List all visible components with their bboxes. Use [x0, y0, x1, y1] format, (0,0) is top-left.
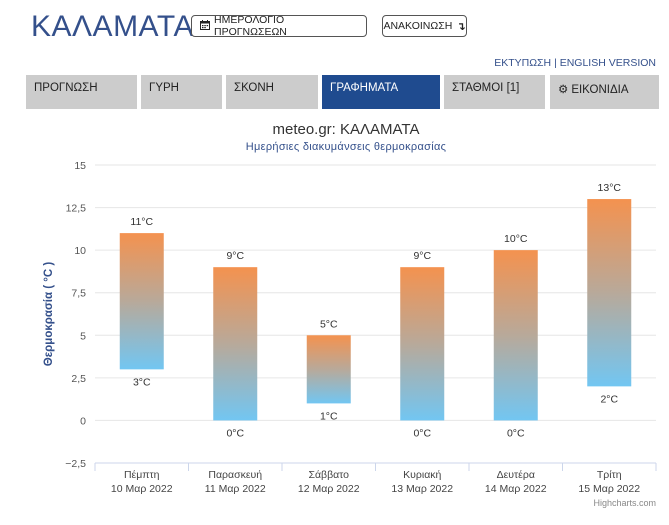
arrow-down-icon: ↴	[456, 20, 466, 33]
announcement-label: ΑΝΑΚΟΙΝΩΣΗ	[383, 20, 453, 32]
x-tick-label-date: 12 Μαρ 2022	[298, 483, 360, 495]
chart-subtitle: Ημερήσιες διακυμάνσεις θερμοκρασίας	[246, 141, 446, 153]
x-tick-label-date: 11 Μαρ 2022	[205, 483, 266, 495]
x-tick-label-day: Τρίτη	[597, 469, 622, 481]
link-separator: |	[554, 57, 557, 69]
calendar-icon	[200, 19, 210, 33]
y-tick-label: 2,5	[71, 373, 86, 385]
english-version-link[interactable]: ENGLISH VERSION	[559, 57, 656, 69]
high-temp-label: 9°C	[413, 250, 431, 262]
temperature-range-bar[interactable]	[587, 199, 632, 387]
x-tick-label-day: Κυριακή	[403, 469, 441, 481]
temperature-range-bar[interactable]	[493, 250, 538, 421]
temperature-range-bar[interactable]	[306, 335, 351, 404]
high-temp-label: 10°C	[504, 233, 528, 245]
tab-dust[interactable]: ΣΚΟΝΗ	[226, 75, 318, 109]
temperature-range-bar[interactable]	[213, 267, 258, 421]
y-tick-label: 10	[74, 245, 86, 257]
tab-forecast[interactable]: ΠΡΟΓΝΩΣΗ	[26, 75, 137, 109]
tab-dust-label: ΣΚΟΝΗ	[234, 82, 274, 94]
x-tick-label-date: 13 Μαρ 2022	[391, 483, 453, 495]
low-temp-label: 0°C	[226, 427, 244, 439]
high-temp-label: 5°C	[320, 318, 338, 330]
tab-stations[interactable]: ΣΤΑΘΜΟΙ [1]	[444, 75, 545, 109]
tab-pollen[interactable]: ΓΥΡΗ	[141, 75, 222, 109]
y-tick-label: 7,5	[71, 288, 86, 300]
tab-icons-label: ΕΙΚΟΝΙΔΙΑ	[571, 84, 629, 96]
chart-title: meteo.gr: ΚΑΛΑΜΑΤΑ	[272, 121, 419, 138]
forecast-calendar-button[interactable]: ΗΜΕΡΟΛΟΓΙΟ ΠΡΟΓΝΩΣΕΩΝ	[191, 14, 367, 38]
tab-icons[interactable]: ⚙ ΕΙΚΟΝΙΔΙΑ	[550, 75, 659, 109]
y-tick-label: −2,5	[65, 458, 86, 470]
x-tick-label-date: 15 Μαρ 2022	[578, 483, 640, 495]
x-tick-label-date: 10 Μαρ 2022	[111, 483, 173, 495]
tab-pollen-label: ΓΥΡΗ	[149, 82, 179, 94]
x-tick-label-day: Σάββατο	[308, 469, 349, 481]
gear-icon: ⚙	[558, 84, 569, 96]
y-axis-label: Θερμοκρασία ( °C )	[43, 262, 55, 367]
x-tick-label-day: Πέμπτη	[124, 469, 160, 481]
y-tick-label: 12,5	[66, 203, 87, 215]
high-temp-label: 13°C	[598, 182, 622, 194]
temperature-range-bar[interactable]	[119, 233, 164, 370]
announcement-button[interactable]: ΑΝΑΚΟΙΝΩΣΗ ↴	[382, 15, 467, 37]
high-temp-label: 9°C	[226, 250, 244, 262]
y-tick-label: 5	[80, 330, 86, 342]
forecast-calendar-label: ΗΜΕΡΟΛΟΓΙΟ ΠΡΟΓΝΩΣΕΩΝ	[214, 14, 287, 38]
tab-charts-label: ΓΡΑΦΗΜΑΤΑ	[330, 82, 399, 94]
y-tick-label: 15	[74, 160, 86, 172]
low-temp-label: 3°C	[133, 376, 151, 388]
low-temp-label: 0°C	[507, 427, 525, 439]
y-tick-label: 0	[80, 415, 86, 427]
high-temp-label: 11°C	[130, 216, 153, 228]
x-tick-label-day: Δευτέρα	[497, 469, 535, 481]
tab-charts[interactable]: ΓΡΑΦΗΜΑΤΑ	[322, 75, 440, 109]
low-temp-label: 2°C	[600, 393, 618, 405]
chart-credits[interactable]: Highcharts.com	[593, 498, 656, 508]
top-links: ΕΚΤΥΠΩΣΗ | ENGLISH VERSION	[494, 57, 656, 69]
temperature-range-bar[interactable]	[400, 267, 445, 421]
tab-stations-label: ΣΤΑΘΜΟΙ [1]	[452, 82, 520, 94]
tab-forecast-label: ΠΡΟΓΝΩΣΗ	[34, 82, 98, 94]
print-link[interactable]: ΕΚΤΥΠΩΣΗ	[494, 57, 552, 69]
low-temp-label: 1°C	[320, 410, 338, 422]
x-tick-label-date: 14 Μαρ 2022	[485, 483, 547, 495]
city-title: ΚΑΛΑΜΑΤΑ	[31, 10, 194, 43]
x-tick-label-day: Παρασκευή	[208, 469, 262, 481]
low-temp-label: 0°C	[413, 427, 431, 439]
